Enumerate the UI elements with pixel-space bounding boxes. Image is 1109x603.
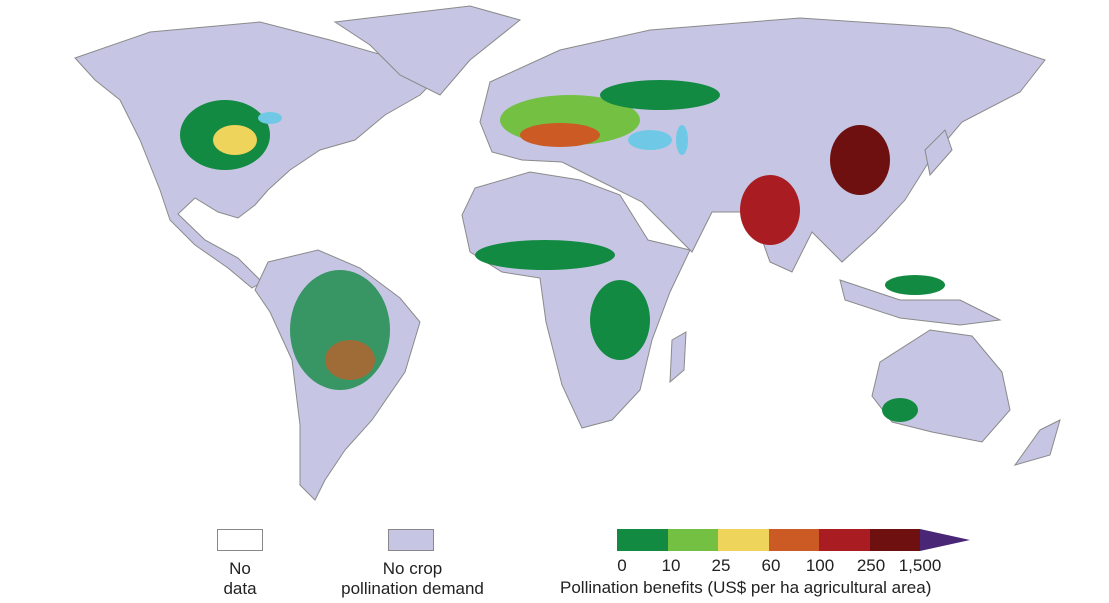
australia — [871, 329, 1011, 443]
new-zealand — [1013, 419, 1061, 466]
area-australia-sw — [882, 398, 918, 422]
greenland — [333, 5, 522, 96]
madagascar — [669, 331, 687, 384]
black-sea — [628, 130, 672, 150]
area-southeast-asia — [885, 275, 945, 295]
area-east-africa — [590, 280, 650, 360]
area-mediterranean — [520, 123, 600, 147]
area-russia — [600, 80, 720, 110]
africa — [461, 171, 691, 429]
world-map — [74, 5, 1061, 501]
scale-title: Pollination benefits (US$ per ha agricul… — [560, 578, 932, 597]
eurasia — [479, 17, 1046, 273]
area-brazil — [325, 340, 375, 380]
scale-tick: 60 — [761, 556, 781, 575]
scale-tick: 10 — [661, 556, 681, 575]
color-scale-bar — [617, 529, 970, 551]
caspian-sea — [676, 125, 688, 155]
scale-tick: 0 — [617, 556, 627, 575]
scale-bin-250-1500 — [869, 529, 920, 551]
no-demand-swatch — [388, 529, 434, 551]
scale-bin-10-25 — [667, 529, 718, 551]
scale-overflow-arrow — [920, 529, 970, 551]
scale-tick: 250 — [856, 556, 886, 575]
scale-tick: 1,500 — [898, 556, 942, 575]
area-west-africa — [475, 240, 615, 270]
area-us-midwest — [213, 125, 257, 155]
no-data-label: No data — [223, 559, 257, 598]
area-china — [830, 125, 890, 195]
no-data-swatch — [217, 529, 263, 551]
scale-bin-25-60 — [718, 529, 769, 551]
scale-bin-60-100 — [768, 529, 819, 551]
indonesia — [839, 279, 1002, 326]
japan — [924, 129, 953, 177]
scale-tick: 25 — [711, 556, 731, 575]
scale-bin-100-250 — [819, 529, 870, 551]
scale-tick: 100 — [805, 556, 835, 575]
water-bodies — [258, 112, 688, 155]
area-india — [740, 175, 800, 245]
pollination-benefit-areas — [180, 80, 945, 422]
no-demand-label: No crop pollination demand — [341, 559, 484, 598]
great-lakes — [258, 112, 282, 124]
scale-bin-0-10 — [617, 529, 668, 551]
